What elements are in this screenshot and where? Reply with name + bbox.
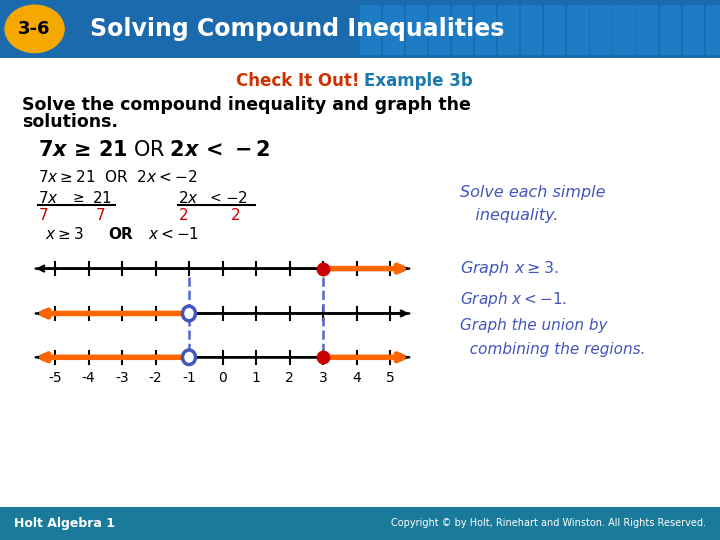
- Bar: [683, 22, 703, 38]
- Text: $\bf{7}$$\bfit{x}$$\bf{\,\geq\,21\;\mathrm{OR}\;2}$$\bfit{x}$$\bf{\,<\,-2}$: $\bf{7}$$\bfit{x}$$\bf{\,\geq\,21\;\math…: [38, 140, 270, 160]
- Text: -5: -5: [48, 371, 62, 385]
- Text: Holt Algebra 1: Holt Algebra 1: [14, 517, 115, 530]
- Ellipse shape: [182, 306, 196, 321]
- Bar: [360, 5, 380, 22]
- Text: $x < -1$: $x < -1$: [148, 226, 199, 242]
- Bar: [660, 22, 680, 38]
- Text: Solve each simple
   inequality.: Solve each simple inequality.: [460, 185, 606, 223]
- Text: solutions.: solutions.: [22, 113, 118, 131]
- Bar: [706, 5, 720, 22]
- Bar: [613, 38, 634, 55]
- Bar: [706, 22, 720, 38]
- Ellipse shape: [5, 5, 64, 52]
- Text: $2$: $2$: [230, 207, 240, 224]
- Text: Solve the compound inequality and graph the: Solve the compound inequality and graph …: [22, 96, 471, 114]
- Text: $7x$: $7x$: [38, 190, 59, 206]
- Bar: [544, 5, 564, 22]
- Bar: [452, 38, 472, 55]
- Bar: [429, 22, 449, 38]
- Text: 0: 0: [218, 371, 227, 385]
- Bar: [567, 22, 588, 38]
- Text: $x \geq 3$: $x \geq 3$: [45, 226, 84, 242]
- Bar: [475, 38, 495, 55]
- Bar: [636, 38, 657, 55]
- Bar: [683, 5, 703, 22]
- Text: Graph $x \geq 3.$: Graph $x \geq 3.$: [460, 259, 559, 278]
- Bar: [660, 38, 680, 55]
- Bar: [544, 22, 564, 38]
- Bar: [521, 38, 541, 55]
- Bar: [406, 22, 426, 38]
- Bar: [498, 5, 518, 22]
- Bar: [567, 5, 588, 22]
- Bar: [360, 22, 380, 38]
- Text: 4: 4: [352, 371, 361, 385]
- Text: $2$: $2$: [178, 207, 188, 224]
- Bar: [636, 22, 657, 38]
- Bar: [429, 38, 449, 55]
- Bar: [406, 5, 426, 22]
- Text: $-2$: $-2$: [225, 190, 248, 206]
- Bar: [706, 38, 720, 55]
- Bar: [613, 5, 634, 22]
- Bar: [590, 5, 611, 22]
- Bar: [683, 38, 703, 55]
- Bar: [475, 5, 495, 22]
- Text: $7$: $7$: [38, 207, 48, 224]
- Bar: [406, 38, 426, 55]
- Bar: [521, 22, 541, 38]
- Bar: [498, 22, 518, 38]
- Bar: [452, 5, 472, 22]
- Text: -1: -1: [182, 371, 196, 385]
- Text: $7$: $7$: [95, 207, 105, 224]
- Bar: [383, 22, 403, 38]
- Text: Solving Compound Inequalities: Solving Compound Inequalities: [90, 17, 505, 41]
- Bar: [360, 38, 380, 55]
- Text: 5: 5: [386, 371, 395, 385]
- Bar: [590, 38, 611, 55]
- Text: 3-6: 3-6: [18, 20, 51, 38]
- Text: 3: 3: [319, 371, 328, 385]
- Bar: [383, 5, 403, 22]
- Text: Check It Out!: Check It Out!: [236, 72, 360, 90]
- Bar: [452, 22, 472, 38]
- Bar: [475, 22, 495, 38]
- Text: $<$: $<$: [207, 191, 222, 205]
- Text: Example 3b: Example 3b: [364, 72, 473, 90]
- Text: -3: -3: [115, 371, 129, 385]
- Text: OR: OR: [108, 227, 132, 241]
- Bar: [521, 5, 541, 22]
- Bar: [567, 38, 588, 55]
- Text: $\geq$: $\geq$: [70, 191, 85, 205]
- Bar: [660, 5, 680, 22]
- Text: 2: 2: [285, 371, 294, 385]
- Text: Copyright © by Holt, Rinehart and Winston. All Rights Reserved.: Copyright © by Holt, Rinehart and Winsto…: [391, 518, 706, 528]
- Text: Graph $x < -1.$
Graph the union by
  combining the regions.: Graph $x < -1.$ Graph the union by combi…: [460, 291, 646, 357]
- Bar: [429, 5, 449, 22]
- Bar: [498, 38, 518, 55]
- Bar: [383, 38, 403, 55]
- Text: -4: -4: [81, 371, 95, 385]
- Text: $2x$: $2x$: [178, 190, 199, 206]
- Ellipse shape: [182, 350, 196, 364]
- Bar: [636, 5, 657, 22]
- Text: $7x \geq 21$  OR  $2x < -2$: $7x \geq 21$ OR $2x < -2$: [38, 168, 197, 185]
- Text: 1: 1: [251, 371, 261, 385]
- Bar: [590, 22, 611, 38]
- Text: -2: -2: [149, 371, 162, 385]
- Bar: [613, 22, 634, 38]
- Bar: [544, 38, 564, 55]
- Text: $21$: $21$: [92, 190, 112, 206]
